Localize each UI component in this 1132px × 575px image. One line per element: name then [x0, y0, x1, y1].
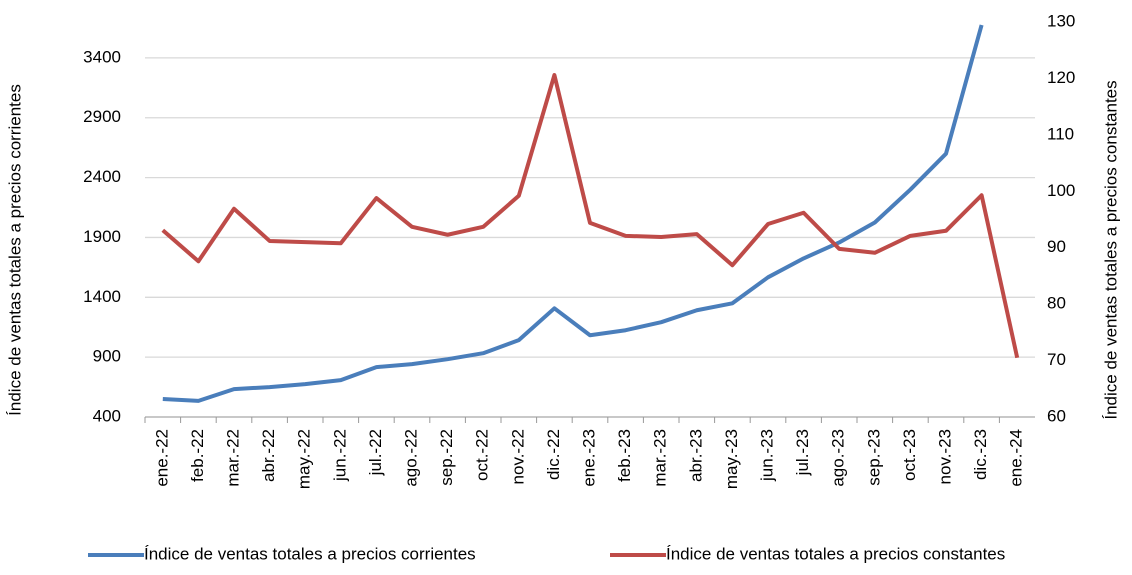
x-tick-label: sep.-22 — [437, 429, 456, 486]
x-tick-label: jun.-22 — [330, 429, 349, 482]
y2-axis-title: Índice de ventas totales a precios const… — [1101, 80, 1120, 419]
y-tick-label: 2400 — [83, 167, 121, 186]
y-tick-label: 900 — [93, 347, 121, 366]
x-tick-label: mar.-23 — [651, 429, 670, 487]
y2-tick-label: 120 — [1047, 68, 1075, 87]
x-tick-label: feb.-23 — [615, 429, 634, 482]
x-tick-label: ene.-22 — [152, 429, 171, 487]
x-tick-label: abr.-22 — [259, 429, 278, 482]
x-tick-label: nov.-22 — [508, 429, 527, 484]
x-tick-label: sep.-23 — [864, 429, 883, 486]
y-axis-title: Índice de ventas totales a precios corri… — [5, 84, 24, 416]
x-tick-label: jul.-22 — [366, 429, 385, 476]
y-tick-label: 3400 — [83, 47, 121, 66]
y2-tick-label: 70 — [1047, 350, 1066, 369]
line — [162, 24, 984, 403]
y-tick-label: 2900 — [83, 107, 121, 126]
y2-tick-label: 110 — [1047, 124, 1074, 143]
y2-tick-label: 100 — [1047, 181, 1075, 200]
y2-tick-label: 80 — [1047, 294, 1066, 313]
x-tick-label: ene.-23 — [579, 429, 598, 487]
legend-label: Índice de ventas totales a precios const… — [666, 544, 1005, 563]
x-tick-label: dic.-22 — [544, 429, 563, 480]
x-tick-label: jul.-23 — [793, 429, 812, 476]
x-tick-label: may.-22 — [295, 429, 314, 489]
x-tick-label: oct.-23 — [900, 429, 919, 481]
y-tick-label: 1900 — [83, 227, 121, 246]
legend-label: Índice de ventas totales a precios corri… — [144, 544, 476, 563]
x-tick-label: ago.-22 — [401, 429, 420, 487]
line — [161, 73, 1020, 359]
x-tick-label: ene.-24 — [1007, 429, 1026, 487]
y2-tick-label: 90 — [1047, 237, 1066, 256]
x-tick-label: feb.-22 — [188, 429, 207, 482]
y2-tick-label: 60 — [1047, 406, 1066, 425]
x-tick-label: jun.-23 — [757, 429, 776, 482]
x-tick-label: dic.-23 — [971, 429, 990, 480]
y2-tick-label: 130 — [1047, 11, 1075, 30]
x-tick-label: may.-23 — [722, 429, 741, 489]
y-tick-label: 400 — [93, 406, 121, 425]
x-tick-label: oct.-22 — [473, 429, 492, 481]
x-tick-label: abr.-23 — [686, 429, 705, 482]
y-tick-label: 1400 — [83, 287, 121, 306]
x-tick-label: ago.-23 — [829, 429, 848, 487]
x-tick-label: mar.-22 — [223, 429, 242, 487]
x-tick-label: nov.-23 — [935, 429, 954, 484]
